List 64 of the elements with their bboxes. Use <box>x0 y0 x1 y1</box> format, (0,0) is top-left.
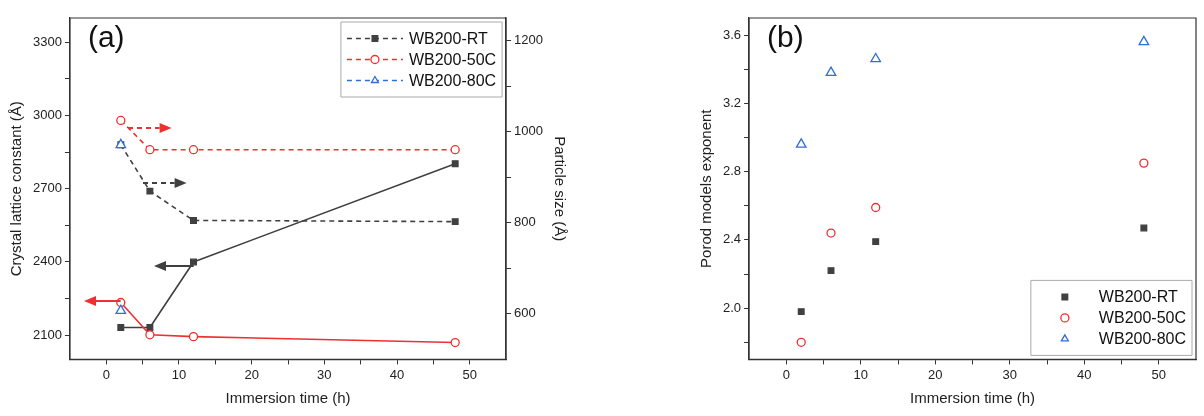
point <box>450 337 460 348</box>
y-tick-label: 3.6 <box>722 26 742 42</box>
y-tick-label: 2.8 <box>722 163 742 179</box>
point <box>188 331 199 342</box>
y2-tick-label: 800 <box>514 214 536 230</box>
point <box>1138 35 1150 46</box>
point <box>872 238 880 246</box>
y-tick-label: 2700 <box>33 180 62 196</box>
point <box>1140 224 1148 232</box>
legend-label: WB200-50C <box>1098 309 1187 327</box>
point <box>146 324 154 332</box>
x-tick-label: 50 <box>1151 366 1166 382</box>
y-tick-label: 3.2 <box>722 94 742 110</box>
point <box>450 145 460 155</box>
x-tick-label: 40 <box>389 366 405 382</box>
point <box>826 228 836 238</box>
legend-label: WB200-50C <box>408 50 497 68</box>
x-axis-title: Immersion time (h) <box>225 389 351 407</box>
x-tick-label: 10 <box>171 366 187 382</box>
point <box>796 337 806 347</box>
y2-tick-label: 1200 <box>514 32 543 48</box>
legend-label: WB200-RT <box>1098 288 1178 306</box>
point <box>188 145 199 155</box>
legend-label: WB200-80C <box>408 71 497 89</box>
point <box>451 218 459 226</box>
y-tick-label: 2400 <box>33 253 62 269</box>
y-tick-label: 2.4 <box>722 231 742 247</box>
point <box>451 160 459 168</box>
y-axis-title: Porod models exponent <box>697 108 715 268</box>
x-tick-label: 0 <box>102 366 110 382</box>
point <box>797 308 805 316</box>
x-tick-label: 10 <box>853 366 869 382</box>
point <box>871 202 881 213</box>
point <box>870 52 882 63</box>
x-axis-title: Immersion time (h) <box>910 389 1036 407</box>
point <box>115 304 127 315</box>
x-tick-label: 40 <box>1077 366 1092 382</box>
legend-label: WB200-80C <box>1098 330 1187 348</box>
y2-tick-label: 600 <box>514 305 536 321</box>
point <box>1139 158 1149 168</box>
point <box>117 324 125 332</box>
y-tick-label: 3300 <box>33 33 62 49</box>
x-tick-label: 0 <box>782 366 790 382</box>
x-tick-label: 20 <box>928 366 943 382</box>
y2-axis-title: Particle size (Å) <box>551 136 569 242</box>
y2-tick-label: 1000 <box>514 123 543 139</box>
y-tick-label: 2100 <box>33 326 62 342</box>
y-tick-label: 3000 <box>33 107 62 123</box>
point <box>190 216 197 224</box>
legend-label: WB200-RT <box>408 29 488 47</box>
point <box>145 145 155 155</box>
y-tick-label: 2.0 <box>722 299 742 315</box>
point <box>116 115 126 126</box>
point <box>825 66 837 77</box>
point <box>145 330 155 340</box>
y-axis-title: Crystal lattice constant (Å) <box>7 101 25 277</box>
point <box>795 138 807 148</box>
x-tick-label: 30 <box>1002 366 1018 382</box>
annotation: (b) <box>767 20 804 54</box>
x-tick-label: 50 <box>462 366 477 382</box>
x-tick-label: 30 <box>317 366 332 382</box>
point <box>146 187 154 195</box>
x-tick-label: 20 <box>244 366 259 382</box>
annotation: (a) <box>87 20 125 54</box>
